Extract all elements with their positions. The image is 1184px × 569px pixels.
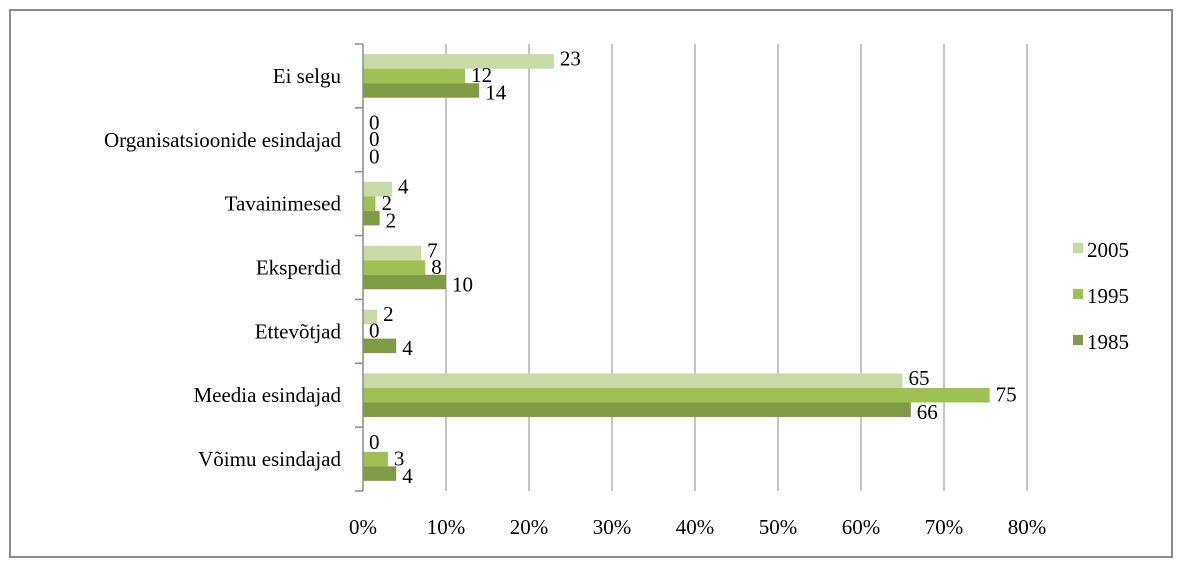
legend-swatch-1985 bbox=[1073, 335, 1083, 345]
bar-1985 bbox=[363, 338, 397, 354]
category-label: Ettevõtjad bbox=[255, 319, 342, 343]
bars bbox=[363, 54, 990, 481]
y-axis-ticks bbox=[355, 43, 363, 492]
category-label: Organisatsioonide esindajad bbox=[104, 128, 341, 152]
data-label-2005: 65 bbox=[909, 366, 930, 390]
bar-1995 bbox=[363, 260, 426, 275]
bar-2005 bbox=[363, 54, 554, 69]
bar-1995 bbox=[363, 387, 990, 403]
bar-1985 bbox=[363, 274, 446, 290]
data-label-1995: 75 bbox=[996, 382, 1017, 406]
bar-1985 bbox=[363, 466, 397, 481]
x-axis-tick-labels: 0% 10% 20% 30% 40% 50% 60% 70% 80% bbox=[349, 515, 1046, 539]
data-label-1985: 4 bbox=[402, 464, 413, 488]
bar-1995 bbox=[363, 68, 466, 84]
data-label-1995: 2 bbox=[381, 191, 392, 215]
category-label: Meedia esindajad bbox=[193, 383, 341, 407]
data-label-1995: 0 bbox=[369, 319, 380, 343]
category-labels: Võimu esindajad Meedia esindajad Ettevõtja… bbox=[104, 64, 341, 471]
data-label-1995: 12 bbox=[471, 63, 492, 87]
data-label-2005: 2 bbox=[383, 302, 394, 326]
bar-2005 bbox=[363, 245, 422, 261]
category-label: Võimu esindajad bbox=[198, 447, 341, 471]
x-tick-label: 40% bbox=[676, 515, 715, 539]
category-label: Ei selgu bbox=[273, 64, 342, 88]
bar-1995 bbox=[363, 196, 376, 211]
data-label-2005: 0 bbox=[369, 430, 380, 454]
legend-swatch-1995 bbox=[1073, 289, 1083, 299]
bar-1985 bbox=[363, 402, 911, 417]
chart-frame bbox=[9, 9, 1173, 558]
data-label-1985: 10 bbox=[452, 272, 473, 296]
bar-1985 bbox=[363, 210, 380, 226]
x-tick-label: 20% bbox=[510, 515, 549, 539]
data-label-2005: 7 bbox=[427, 238, 438, 262]
legend-label-1995: 1995 bbox=[1087, 284, 1129, 308]
data-label-2005: 0 bbox=[369, 111, 380, 135]
data-label-1995: 0 bbox=[369, 127, 380, 151]
x-tick-label: 0% bbox=[349, 515, 377, 539]
x-tick-label: 30% bbox=[593, 515, 632, 539]
bar-2005 bbox=[363, 181, 393, 197]
legend-swatch-2005 bbox=[1073, 243, 1083, 253]
legend-label-1985: 1985 bbox=[1087, 330, 1129, 354]
data-label-1985: 14 bbox=[485, 81, 507, 105]
legend: 2005 1995 1985 bbox=[1073, 238, 1129, 354]
data-label-2005: 23 bbox=[560, 47, 581, 71]
x-tick-label: 80% bbox=[1008, 515, 1047, 539]
data-label-2005: 4 bbox=[398, 174, 409, 198]
bar-1985 bbox=[363, 83, 480, 98]
data-label-1995: 8 bbox=[431, 255, 442, 279]
bar-1995 bbox=[363, 451, 388, 467]
x-tick-label: 70% bbox=[925, 515, 964, 539]
legend-label-2005: 2005 bbox=[1087, 238, 1129, 262]
x-tick-label: 60% bbox=[842, 515, 881, 539]
data-label-1985: 4 bbox=[402, 336, 413, 360]
bar-2005 bbox=[363, 373, 903, 388]
x-tick-label: 50% bbox=[759, 515, 798, 539]
data-label-1985: 2 bbox=[386, 208, 397, 232]
data-label-1985: 66 bbox=[917, 400, 938, 424]
gridlines bbox=[445, 44, 1028, 491]
data-label-1995: 3 bbox=[394, 446, 405, 470]
bar-2005 bbox=[363, 309, 378, 325]
category-label: Eksperdid bbox=[256, 256, 342, 280]
category-label: Tavainimesed bbox=[225, 192, 342, 216]
x-tick-label: 10% bbox=[427, 515, 466, 539]
data-label-1985: 0 bbox=[369, 145, 380, 169]
